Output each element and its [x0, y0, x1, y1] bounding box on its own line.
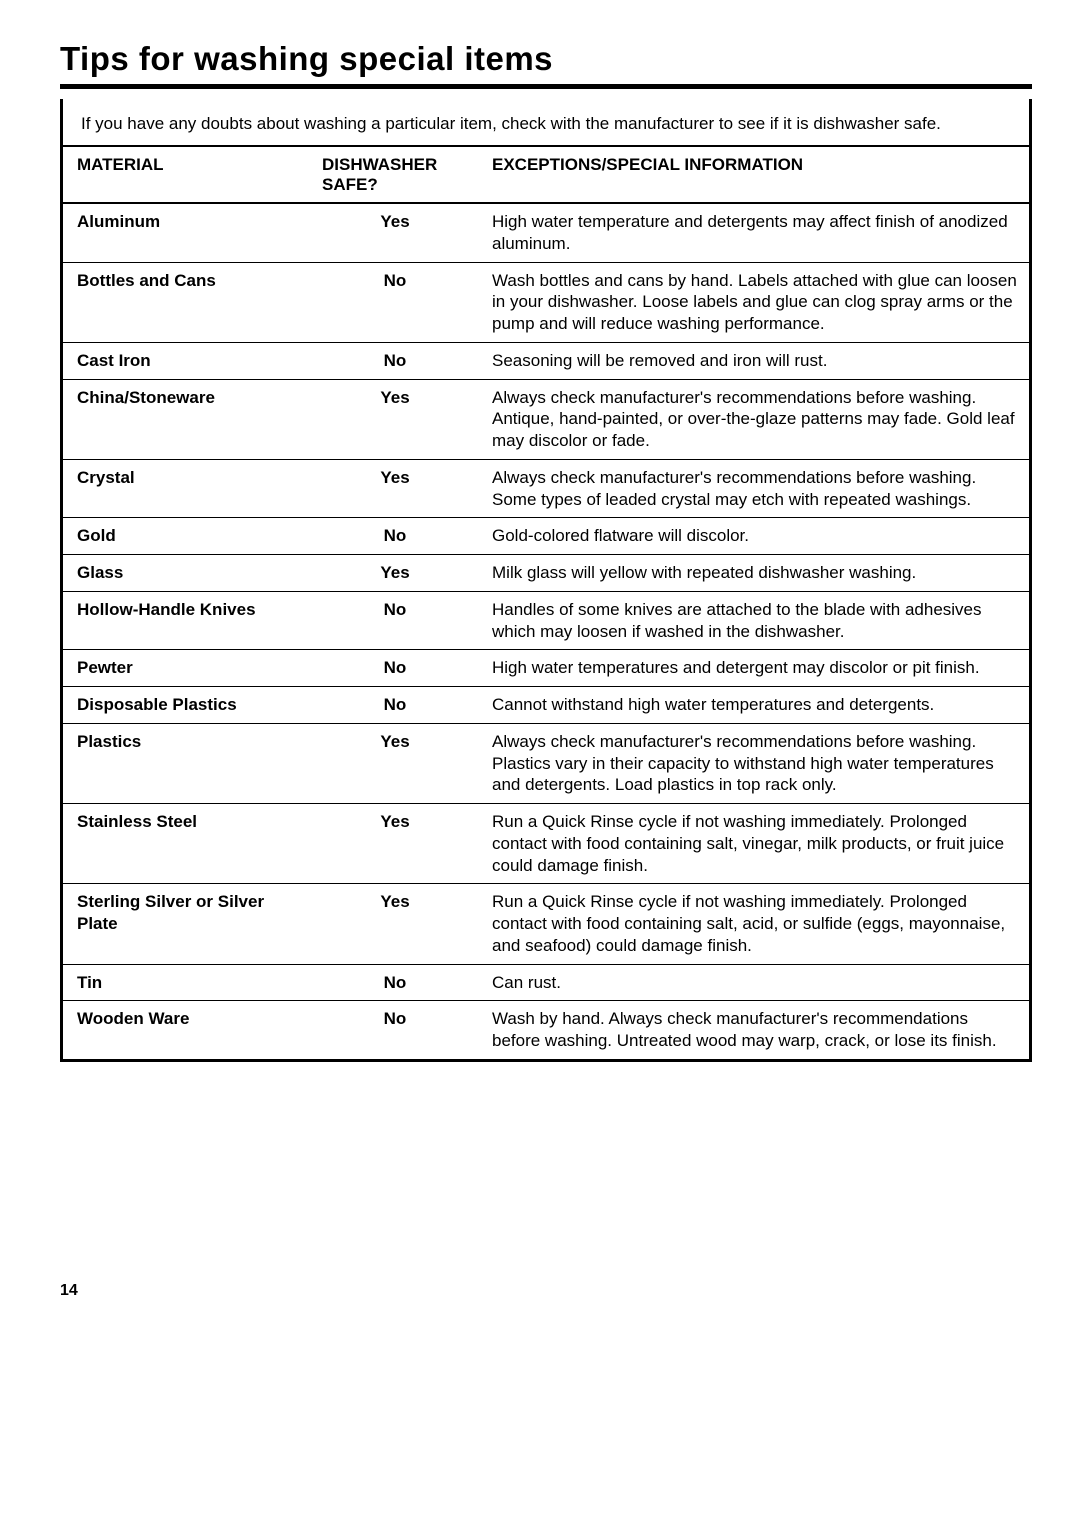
- cell-safe: No: [308, 262, 478, 342]
- cell-safe: No: [308, 342, 478, 379]
- table-row: Sterling Silver or Silver PlateYesRun a …: [63, 884, 1029, 964]
- cell-info: Can rust.: [478, 964, 1029, 1001]
- cell-material: Glass: [63, 555, 308, 592]
- cell-info: High water temperature and detergents ma…: [478, 203, 1029, 262]
- title-underline: [60, 84, 1032, 89]
- table-row: Stainless SteelYesRun a Quick Rinse cycl…: [63, 804, 1029, 884]
- intro-text: If you have any doubts about washing a p…: [63, 99, 1029, 145]
- cell-material: Disposable Plastics: [63, 687, 308, 724]
- cell-safe: Yes: [308, 804, 478, 884]
- table-row: PewterNoHigh water temperatures and dete…: [63, 650, 1029, 687]
- table-row: GlassYesMilk glass will yellow with repe…: [63, 555, 1029, 592]
- header-material: MATERIAL: [63, 146, 308, 203]
- cell-material: Sterling Silver or Silver Plate: [63, 884, 308, 964]
- header-safe: DISHWASHER SAFE?: [308, 146, 478, 203]
- cell-safe: No: [308, 591, 478, 650]
- cell-material: Gold: [63, 518, 308, 555]
- cell-material: Bottles and Cans: [63, 262, 308, 342]
- cell-material: Aluminum: [63, 203, 308, 262]
- cell-info: Always check manufacturer's recommendati…: [478, 723, 1029, 803]
- header-info: EXCEPTIONS/SPECIAL INFORMATION: [478, 146, 1029, 203]
- table-row: Disposable PlasticsNoCannot withstand hi…: [63, 687, 1029, 724]
- cell-safe: Yes: [308, 555, 478, 592]
- table-container: If you have any doubts about washing a p…: [60, 99, 1032, 1062]
- table-row: AluminumYesHigh water temperature and de…: [63, 203, 1029, 262]
- cell-info: Milk glass will yellow with repeated dis…: [478, 555, 1029, 592]
- cell-material: China/Stoneware: [63, 379, 308, 459]
- cell-safe: Yes: [308, 379, 478, 459]
- cell-safe: Yes: [308, 884, 478, 964]
- table-row: Wooden WareNoWash by hand. Always check …: [63, 1001, 1029, 1059]
- cell-info: Seasoning will be removed and iron will …: [478, 342, 1029, 379]
- cell-material: Cast Iron: [63, 342, 308, 379]
- cell-info: Wash bottles and cans by hand. Labels at…: [478, 262, 1029, 342]
- table-row: Cast IronNoSeasoning will be removed and…: [63, 342, 1029, 379]
- cell-material: Pewter: [63, 650, 308, 687]
- table-header-row: MATERIAL DISHWASHER SAFE? EXCEPTIONS/SPE…: [63, 146, 1029, 203]
- cell-safe: No: [308, 964, 478, 1001]
- table-row: Hollow-Handle KnivesNoHandles of some kn…: [63, 591, 1029, 650]
- table-row: CrystalYesAlways check manufacturer's re…: [63, 459, 1029, 518]
- cell-material: Hollow-Handle Knives: [63, 591, 308, 650]
- cell-info: Always check manufacturer's recommendati…: [478, 459, 1029, 518]
- cell-info: Handles of some knives are attached to t…: [478, 591, 1029, 650]
- cell-material: Tin: [63, 964, 308, 1001]
- cell-safe: Yes: [308, 459, 478, 518]
- cell-info: High water temperatures and detergent ma…: [478, 650, 1029, 687]
- cell-material: Plastics: [63, 723, 308, 803]
- cell-safe: Yes: [308, 203, 478, 262]
- table-row: China/StonewareYesAlways check manufactu…: [63, 379, 1029, 459]
- cell-material: Stainless Steel: [63, 804, 308, 884]
- page-number: 14: [60, 1282, 1032, 1300]
- page-title: Tips for washing special items: [60, 40, 1032, 78]
- cell-safe: No: [308, 1001, 478, 1059]
- cell-info: Gold-colored flatware will discolor.: [478, 518, 1029, 555]
- table-row: GoldNoGold-colored flatware will discolo…: [63, 518, 1029, 555]
- cell-info: Wash by hand. Always check manufacturer'…: [478, 1001, 1029, 1059]
- cell-info: Cannot withstand high water temperatures…: [478, 687, 1029, 724]
- cell-info: Run a Quick Rinse cycle if not washing i…: [478, 804, 1029, 884]
- table-row: TinNoCan rust.: [63, 964, 1029, 1001]
- cell-material: Wooden Ware: [63, 1001, 308, 1059]
- table-row: Bottles and CansNoWash bottles and cans …: [63, 262, 1029, 342]
- table-body: AluminumYesHigh water temperature and de…: [63, 203, 1029, 1059]
- cell-safe: No: [308, 518, 478, 555]
- cell-safe: No: [308, 650, 478, 687]
- cell-material: Crystal: [63, 459, 308, 518]
- cell-info: Always check manufacturer's recommendati…: [478, 379, 1029, 459]
- cell-safe: No: [308, 687, 478, 724]
- materials-table: MATERIAL DISHWASHER SAFE? EXCEPTIONS/SPE…: [63, 145, 1029, 1059]
- cell-info: Run a Quick Rinse cycle if not washing i…: [478, 884, 1029, 964]
- table-row: PlasticsYesAlways check manufacturer's r…: [63, 723, 1029, 803]
- cell-safe: Yes: [308, 723, 478, 803]
